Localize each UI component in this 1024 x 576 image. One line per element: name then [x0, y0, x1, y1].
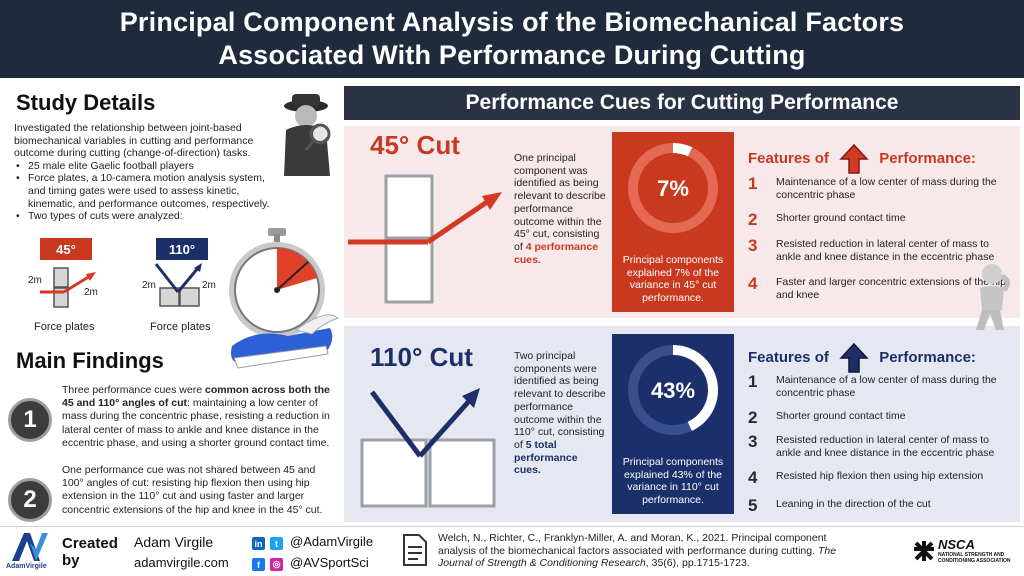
thinking-figure-icon [976, 264, 1010, 330]
handle-2[interactable]: @AVSportSci [290, 555, 369, 570]
cut-110-donut [628, 345, 718, 435]
left-column: Study Details Investigated the relations… [0, 78, 340, 526]
force-plates-label: Force plates [34, 321, 95, 333]
nsca-subtitle: NATIONAL STRENGTH AND CONDITIONING ASSOC… [938, 552, 1011, 564]
cut-110-force-plate-diagram [360, 388, 496, 508]
cut-110-caption: Principal components explained 43% of th… [622, 456, 724, 507]
document-icon [403, 534, 427, 566]
footer: AdamVirgile Created by Adam Virgile adam… [0, 526, 1024, 576]
study-details-title: Study Details [16, 90, 156, 115]
study-bullet: Two types of cuts were analyzed: [14, 210, 282, 223]
nsca-logo-icon [914, 541, 934, 561]
cut-45-features-title: Features of Performance: [748, 143, 976, 175]
author-website-link[interactable]: adamvirgile.com [134, 555, 229, 570]
dist-label: 2m [202, 280, 216, 291]
page-title: Principal Component Analysis of the Biom… [120, 6, 905, 72]
cut-45-caption: Principal components explained 7% of the… [622, 254, 724, 305]
finding-text: One performance cue was not shared betwe… [62, 464, 323, 516]
study-intro: Investigated the relationship between jo… [14, 122, 254, 160]
cut-110-description: Two principal components were identified… [514, 350, 606, 477]
linkedin-icon[interactable]: in [252, 537, 265, 550]
study-bullet: 25 male elite Gaelic football players [14, 160, 282, 173]
nsca-wordmark: NSCA [938, 537, 975, 552]
title-line-1: Principal Component Analysis of the Biom… [119, 7, 905, 37]
cut-45-force-plate-diagram [348, 174, 502, 304]
author-name: Adam Virgile [134, 534, 214, 550]
cut-110-panel: 110° Cut Two principal components were i… [344, 326, 1020, 522]
study-bullet: Force plates, a 10-camera motion analysi… [14, 172, 282, 210]
detective-figure-icon [284, 94, 331, 176]
logo-wordmark: AdamVirgile [6, 563, 47, 570]
facebook-icon[interactable]: f [252, 558, 265, 571]
cut-45-description: One principal component was identified a… [514, 152, 606, 266]
cut-45-diagram [40, 267, 96, 308]
cut-110-features-title: Features of Performance: [748, 342, 976, 374]
up-arrow-icon [839, 342, 869, 373]
dist-label: 2m [84, 287, 98, 298]
reference-citation: Welch, N., Richter, C., Franklyn-Miller,… [438, 532, 837, 569]
finding-number: 1 [8, 398, 52, 442]
cut-110-diagram [154, 263, 202, 307]
header-banner: Principal Component Analysis of the Biom… [0, 0, 1024, 78]
cut-45-panel: 45° Cut One principal component was iden… [344, 126, 1020, 318]
cut-45-donut [628, 143, 718, 233]
cut-45-label: 45° [40, 238, 92, 260]
up-arrow-icon [839, 143, 869, 174]
instagram-icon[interactable]: ◎ [270, 558, 283, 571]
cut-110-stat-box: 43% Principal components explained 43% o… [612, 334, 734, 514]
cut-110-label: 110° [156, 238, 208, 260]
twitter-icon[interactable]: t [270, 537, 283, 550]
cut-45-percent: 7% [657, 176, 689, 201]
main-findings-title: Main Findings [16, 348, 164, 373]
cut-45-title: 45° Cut [370, 130, 460, 160]
handle-1[interactable]: @AdamVirgile [290, 534, 374, 549]
dist-label: 2m [142, 280, 156, 291]
cut-110-title: 110° Cut [370, 342, 473, 372]
finding-text: Three performance cues were common acros… [62, 384, 330, 449]
force-plates-label: Force plates [150, 321, 211, 333]
stopwatch-shoe-icon [229, 228, 339, 369]
cut-45-stat-box: 7% Principal components explained 7% of … [612, 132, 734, 312]
study-bullets: 25 male elite Gaelic football players Fo… [14, 160, 282, 223]
cues-banner: Performance Cues for Cutting Performance [344, 86, 1020, 120]
created-by-label: Created by [62, 535, 118, 569]
study-details-text: Investigated the relationship between jo… [14, 122, 282, 223]
av-logo-icon [12, 533, 48, 561]
dist-label: 2m [28, 275, 42, 286]
cut-110-percent: 43% [650, 378, 696, 403]
title-line-2: Associated With Performance During Cutti… [218, 40, 806, 70]
finding-number: 2 [8, 478, 52, 522]
